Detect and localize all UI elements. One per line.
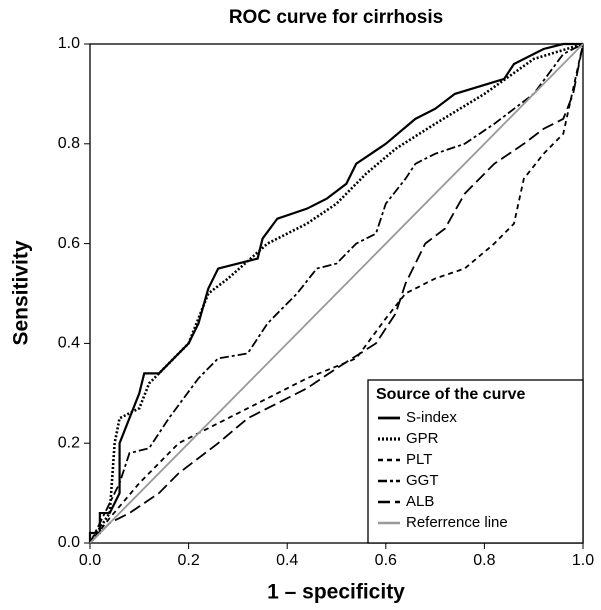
legend-box xyxy=(367,379,584,544)
legend-label: GGT xyxy=(406,472,439,489)
x-tick-label: 0.6 xyxy=(375,552,397,569)
x-tick-label: 1.0 xyxy=(572,552,594,569)
legend-title: Source of the curve xyxy=(376,386,525,403)
y-tick-label: 0.6 xyxy=(58,235,80,252)
x-tick-label: 0.0 xyxy=(79,552,101,569)
y-tick-label: 0.4 xyxy=(58,335,80,352)
legend-label: Referrence line xyxy=(406,514,508,531)
y-tick-label: 1.0 xyxy=(58,35,80,52)
legend-label: GPR xyxy=(406,430,439,447)
legend: Source of the curve S-index GPR PLT GGT ALB Re… xyxy=(367,379,584,544)
roc-curve xyxy=(88,42,584,544)
plot-frame xyxy=(89,43,584,544)
y-tick-label: 0.0 xyxy=(58,534,80,551)
roc-curve xyxy=(89,43,584,544)
chart-title: ROC curve for cirrhosis xyxy=(229,7,443,28)
x-tick-label: 0.2 xyxy=(177,552,199,569)
x-tick-label: 0.4 xyxy=(276,552,298,569)
roc-curve xyxy=(89,43,584,544)
y-axis-label: Sensitivity xyxy=(10,240,33,345)
roc-curve xyxy=(88,42,583,543)
roc-curve xyxy=(89,43,584,544)
y-tick-label: 0.8 xyxy=(58,135,80,152)
x-axis-label: 1 – specificity xyxy=(267,581,405,604)
y-tick-label: 0.2 xyxy=(58,434,80,451)
roc-curve xyxy=(89,43,584,544)
legend-label: PLT xyxy=(406,451,432,468)
legend-label: ALB xyxy=(406,493,434,510)
x-tick-label: 0.8 xyxy=(473,552,495,569)
legend-label: S-index xyxy=(406,409,457,426)
